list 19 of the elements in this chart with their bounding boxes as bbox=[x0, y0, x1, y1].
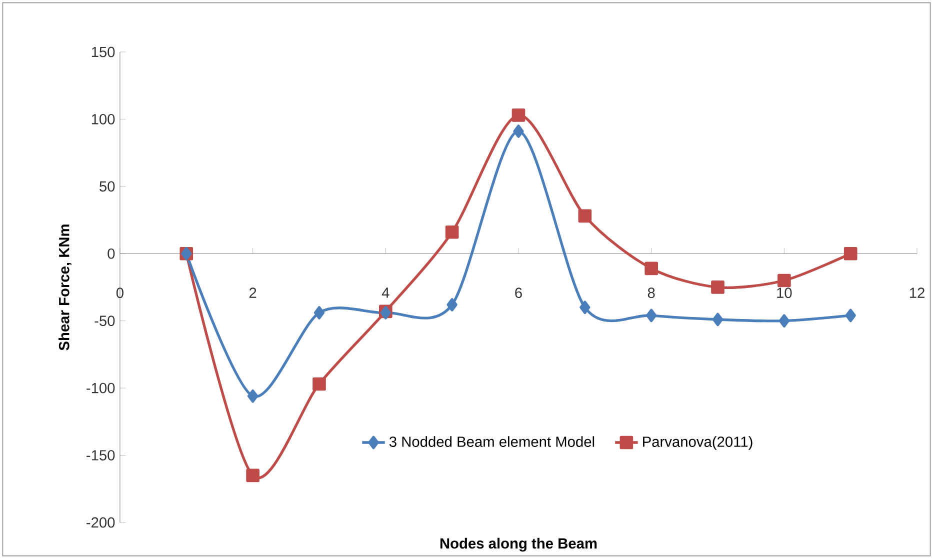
x-axis-title: Nodes along the Beam bbox=[440, 538, 597, 552]
x-tick-label: 6 bbox=[515, 287, 522, 298]
y-tick-label: -50 bbox=[94, 315, 115, 326]
y-tick-label: -200 bbox=[86, 517, 115, 528]
y-axis-title: Shear Force, KNm bbox=[58, 224, 72, 350]
y-tick-label: 0 bbox=[108, 248, 115, 259]
x-tick-label: 8 bbox=[648, 287, 655, 298]
y-tick-label: 50 bbox=[100, 181, 115, 192]
x-tick-label: 4 bbox=[382, 287, 390, 298]
x-tick-label: 0 bbox=[116, 287, 124, 298]
y-tick-label: 100 bbox=[92, 114, 115, 124]
y-tick-label: 150 bbox=[92, 46, 115, 57]
x-tick-label: 2 bbox=[249, 287, 256, 298]
legend-label: 3 Nodded Beam element Model bbox=[389, 436, 594, 447]
legend-label: Parvanova(2011) bbox=[643, 436, 752, 450]
y-tick-label: -150 bbox=[86, 450, 115, 460]
x-tick-label: 10 bbox=[777, 287, 792, 298]
y-tick-label: -100 bbox=[86, 382, 115, 394]
x-tick-label: 12 bbox=[910, 287, 924, 298]
